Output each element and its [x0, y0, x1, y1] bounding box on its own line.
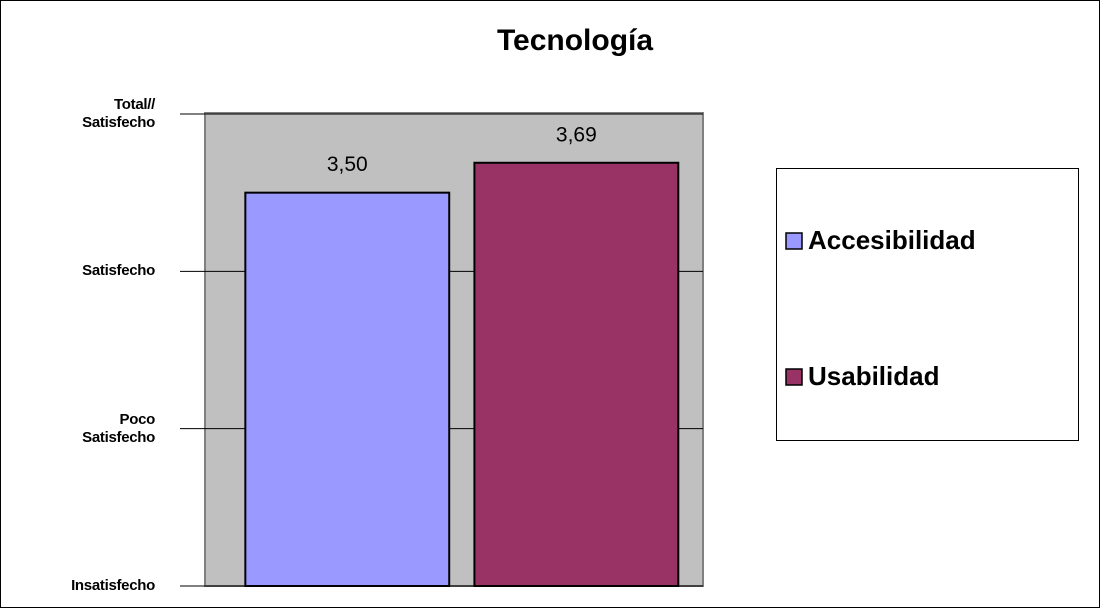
- legend-swatch: [785, 368, 803, 386]
- legend-swatch: [785, 232, 803, 250]
- legend-label: Usabilidad: [808, 361, 939, 391]
- legend-box: [776, 168, 1079, 441]
- y-tick-label: Total// Satisfecho: [82, 96, 155, 131]
- y-tick-label: Satisfecho: [82, 262, 155, 280]
- chart-title: Tecnología: [497, 24, 653, 57]
- y-tick-label: Insatisfecho: [71, 577, 155, 594]
- value-label: 3,50: [327, 153, 368, 176]
- legend-label: Accesibilidad: [808, 225, 976, 255]
- value-label: 3,69: [556, 123, 597, 146]
- y-tick-label: Poco Satisfecho: [82, 410, 155, 446]
- bar: [244, 191, 451, 588]
- bar: [473, 161, 680, 587]
